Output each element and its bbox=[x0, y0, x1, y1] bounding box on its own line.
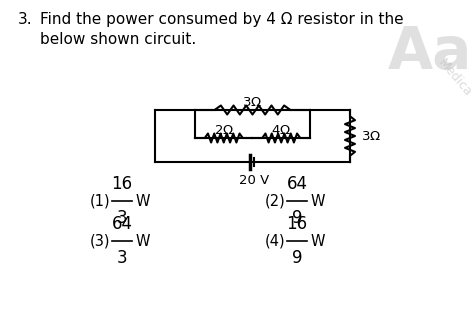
Text: Medica: Medica bbox=[436, 57, 474, 99]
Text: 64: 64 bbox=[111, 215, 133, 233]
Text: 3: 3 bbox=[117, 249, 128, 267]
Text: 64: 64 bbox=[286, 175, 308, 193]
Text: 3: 3 bbox=[117, 209, 128, 227]
Text: (2): (2) bbox=[265, 193, 286, 209]
Text: Aa: Aa bbox=[388, 24, 472, 81]
Text: 3$\Omega$: 3$\Omega$ bbox=[361, 130, 381, 143]
Text: 9: 9 bbox=[292, 249, 302, 267]
Text: (3): (3) bbox=[90, 233, 110, 249]
Text: (1): (1) bbox=[90, 193, 110, 209]
Text: 20 V: 20 V bbox=[239, 174, 270, 187]
Text: W: W bbox=[311, 193, 326, 209]
Text: W: W bbox=[136, 193, 151, 209]
Text: W: W bbox=[311, 233, 326, 249]
Text: 3.: 3. bbox=[18, 12, 33, 27]
Text: 16: 16 bbox=[286, 215, 308, 233]
Text: 4$\Omega$: 4$\Omega$ bbox=[271, 123, 292, 136]
Text: (4): (4) bbox=[265, 233, 286, 249]
Text: 9: 9 bbox=[292, 209, 302, 227]
Text: 3$\Omega$: 3$\Omega$ bbox=[243, 95, 263, 108]
Text: Find the power consumed by 4 Ω resistor in the
below shown circuit.: Find the power consumed by 4 Ω resistor … bbox=[40, 12, 404, 47]
Text: 16: 16 bbox=[111, 175, 133, 193]
Text: 2$\Omega$: 2$\Omega$ bbox=[214, 123, 234, 136]
Text: W: W bbox=[136, 233, 151, 249]
